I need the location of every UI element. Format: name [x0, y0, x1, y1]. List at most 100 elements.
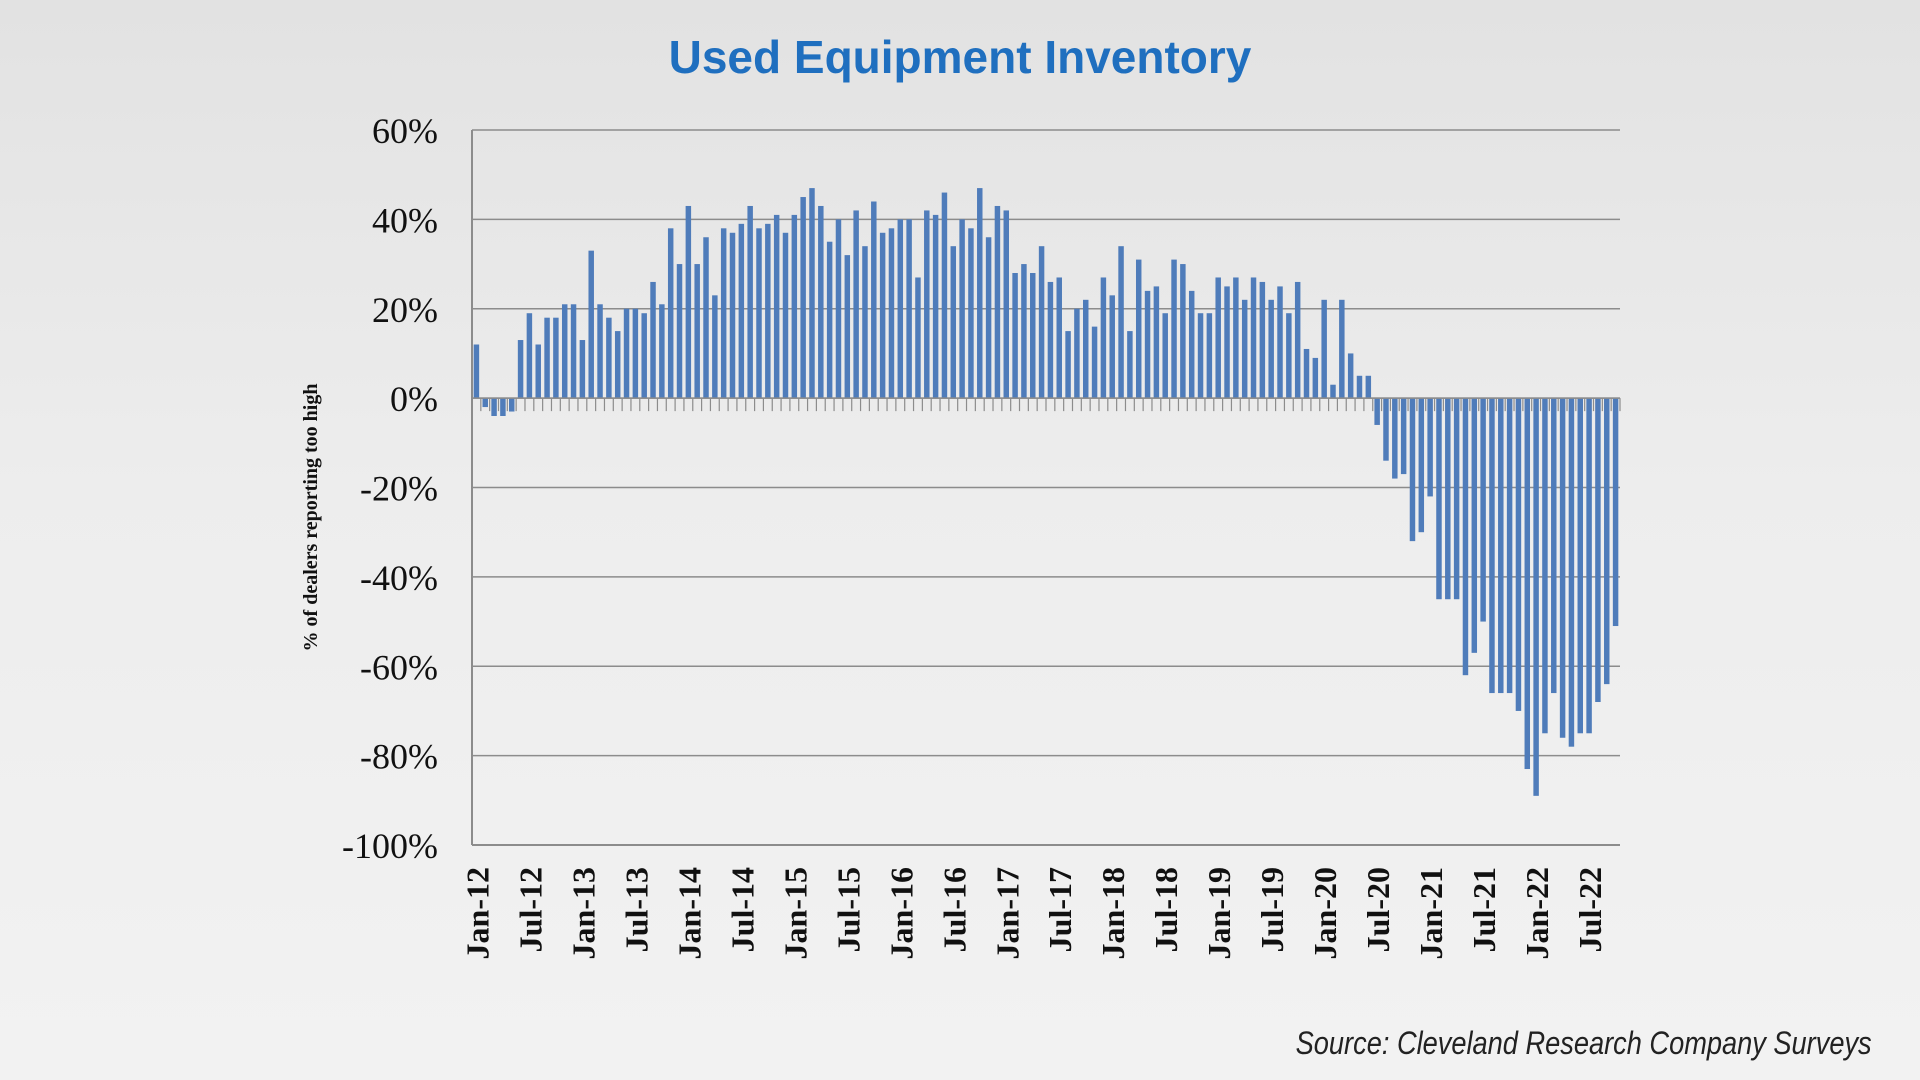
bar: [1188, 290, 1195, 399]
bar: [1515, 398, 1522, 711]
bar: [959, 219, 965, 399]
bar: [1268, 299, 1274, 399]
bar: [553, 317, 559, 399]
bar: [1339, 299, 1345, 399]
bar: [924, 210, 930, 399]
bar: [809, 188, 815, 399]
bar: [1312, 357, 1319, 399]
bar: [588, 250, 594, 399]
bar: [1030, 273, 1036, 399]
bar: [1595, 398, 1601, 702]
bar: [1241, 299, 1248, 399]
bar: [1180, 264, 1186, 399]
x-tick-label: Jul-20: [1360, 867, 1396, 952]
bar: [632, 308, 639, 399]
x-tick-label: Jul-16: [936, 867, 972, 952]
x-tick-label: Jan-14: [671, 867, 707, 959]
bar: [614, 331, 621, 399]
bar: [1286, 313, 1292, 399]
x-tick-label: Jan-12: [459, 867, 495, 959]
bar: [1109, 295, 1115, 399]
bar: [1259, 281, 1266, 399]
bar: [1021, 264, 1027, 399]
bar: [906, 219, 912, 399]
bar: [1215, 277, 1221, 399]
y-tick-label: 60%: [372, 111, 438, 151]
bar: [1003, 210, 1009, 399]
x-tick-label: Jul-12: [512, 867, 548, 952]
bar: [773, 214, 780, 399]
bar: [765, 223, 771, 399]
bar: [1250, 277, 1257, 399]
bar: [888, 228, 895, 399]
bar: [1277, 286, 1283, 399]
bar: [579, 340, 586, 399]
bar: [561, 304, 568, 399]
bar: [597, 304, 603, 399]
bar: [994, 205, 1001, 399]
bar: [1533, 398, 1539, 796]
bar: [1144, 290, 1151, 399]
bar: [844, 255, 851, 399]
bar: [879, 232, 886, 399]
bar: [1083, 299, 1089, 399]
bar: [1436, 398, 1442, 600]
bar: [1091, 326, 1098, 399]
bar: [1118, 246, 1124, 399]
y-tick-label: -80%: [360, 737, 438, 777]
x-tick-label: Jul-22: [1572, 867, 1608, 952]
x-tick-label: Jan-22: [1519, 867, 1555, 959]
bar: [1100, 277, 1107, 399]
bar: [1294, 281, 1301, 399]
bar: [738, 223, 745, 399]
bar: [800, 197, 806, 399]
bar: [1400, 398, 1407, 475]
x-tick-label: Jan-20: [1307, 867, 1343, 959]
bar: [1506, 398, 1513, 694]
source-note: Source: Cleveland Research Company Surve…: [1295, 1025, 1872, 1061]
bar: [1409, 398, 1416, 542]
bar: [1047, 281, 1054, 399]
y-tick-label: -100%: [342, 826, 438, 866]
bar: [1453, 398, 1460, 600]
bar: [1365, 375, 1372, 399]
bar: [1056, 277, 1062, 399]
bar: [1471, 398, 1478, 653]
x-tick-label: Jul-15: [830, 867, 866, 952]
bar: [685, 205, 692, 399]
bar: [1135, 259, 1142, 399]
bar: [535, 344, 541, 399]
bar: [1586, 398, 1592, 734]
bar: [853, 210, 859, 399]
chart-title: Used Equipment Inventory: [668, 31, 1252, 83]
bar: [509, 398, 515, 412]
bar: [1356, 375, 1363, 399]
bar: [694, 264, 700, 399]
bar: [1383, 398, 1389, 461]
bar: [482, 398, 488, 408]
bar: [1224, 286, 1230, 399]
bar: [623, 308, 630, 399]
x-tick-label: Jul-19: [1254, 867, 1290, 952]
x-tick-label: Jan-17: [989, 867, 1025, 959]
bar: [818, 205, 824, 399]
bar: [1374, 398, 1380, 425]
bar: [756, 228, 762, 399]
bar: [835, 219, 842, 399]
y-tick-label: 20%: [372, 290, 438, 330]
x-tick-label: Jul-13: [618, 867, 654, 952]
bar: [1197, 313, 1204, 399]
bar: [517, 340, 524, 399]
bar: [491, 398, 497, 416]
bar: [1418, 398, 1425, 533]
bar: [1347, 353, 1354, 399]
y-tick-label: 0%: [390, 379, 438, 419]
bar: [473, 344, 480, 399]
bar: [1303, 348, 1310, 399]
bar: [897, 219, 904, 399]
x-tick-label: Jan-15: [777, 867, 813, 959]
bar: [1480, 398, 1486, 622]
bar: [712, 295, 718, 399]
bar: [1604, 398, 1610, 685]
bar: [1427, 398, 1433, 497]
